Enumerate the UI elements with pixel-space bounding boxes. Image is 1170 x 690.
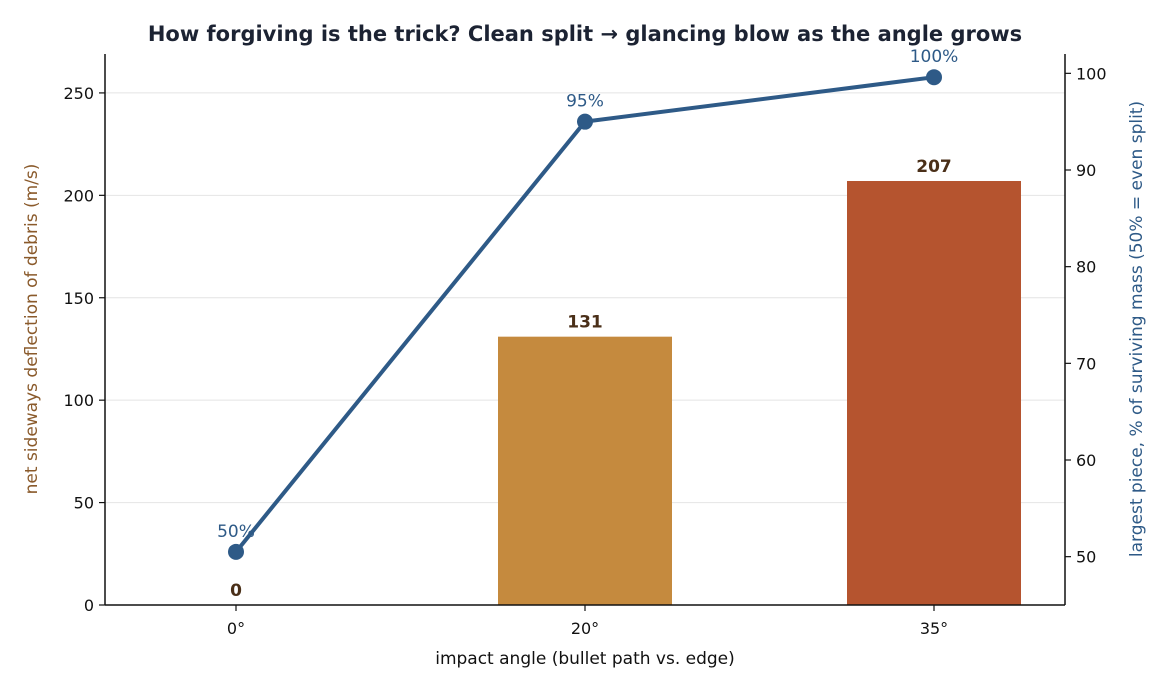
bar-1 bbox=[498, 336, 672, 605]
y-tick-label-right-4: 90 bbox=[1076, 161, 1096, 180]
y-tick-label-right-0: 50 bbox=[1076, 548, 1096, 567]
bar-2 bbox=[847, 180, 1021, 605]
ticks: 0 50 100 150 200 250 50 60 70 80 90 100 0° 20° 35° bbox=[63, 64, 1106, 638]
y-axis-label-left: net sideways deflection of debris (m/s) bbox=[22, 164, 42, 495]
x-tick-label-0: 0° bbox=[227, 619, 245, 638]
line-point-1 bbox=[577, 113, 593, 130]
y-tick-label-left-2: 100 bbox=[63, 391, 94, 410]
line-point-2 bbox=[926, 69, 942, 86]
bars: 0 131 207 bbox=[230, 157, 1021, 605]
line-point-0 bbox=[228, 543, 244, 560]
bar-value-label-0: 0 bbox=[230, 581, 242, 601]
x-tick-label-2: 35° bbox=[920, 619, 948, 638]
y-tick-label-left-3: 150 bbox=[63, 289, 94, 308]
y-tick-label-left-4: 200 bbox=[63, 186, 94, 205]
x-axis-label: impact angle (bullet path vs. edge) bbox=[435, 649, 735, 669]
x-tick-label-1: 20° bbox=[571, 619, 599, 638]
line-value-label-0: 50% bbox=[217, 522, 255, 542]
y-tick-label-right-3: 80 bbox=[1076, 258, 1096, 277]
line-value-label-2: 100% bbox=[910, 47, 959, 67]
y-tick-label-left-5: 250 bbox=[63, 84, 94, 103]
y-tick-label-right-5: 100 bbox=[1076, 64, 1107, 83]
chart-title: How forgiving is the trick? Clean split … bbox=[148, 22, 1022, 46]
y-tick-label-left-1: 50 bbox=[74, 494, 94, 513]
line-series: 50% 95% 100% bbox=[217, 47, 958, 560]
bar-value-label-2: 207 bbox=[916, 157, 952, 177]
line-value-label-1: 95% bbox=[566, 92, 604, 112]
y-axis-label-right: largest piece, % of surviving mass (50% … bbox=[1127, 101, 1147, 557]
bar-value-label-1: 131 bbox=[567, 313, 603, 333]
y-tick-label-left-0: 0 bbox=[84, 596, 94, 615]
y-tick-label-right-2: 70 bbox=[1076, 354, 1096, 373]
y-tick-label-right-1: 60 bbox=[1076, 451, 1096, 470]
